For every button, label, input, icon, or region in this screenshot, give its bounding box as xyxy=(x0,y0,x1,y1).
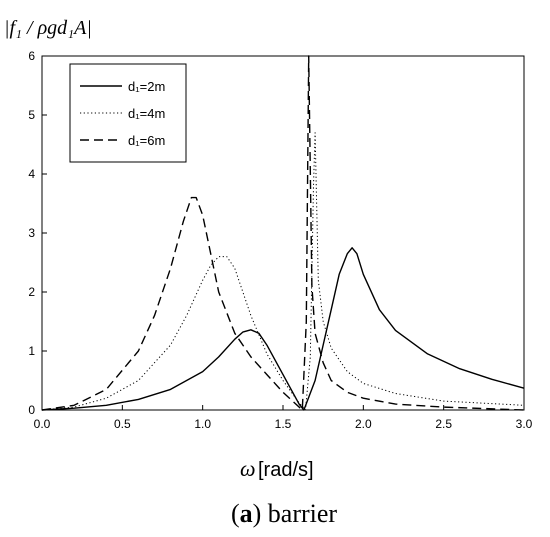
x-axis-title-unit: [rad/s] xyxy=(258,459,314,481)
series-line-2 xyxy=(41,132,525,411)
x-tick-label: 2.0 xyxy=(355,417,372,431)
y-tick-label: 3 xyxy=(28,226,35,240)
legend: d₁=2m d₁=4m d₁=6m xyxy=(69,63,187,163)
series-line-1 xyxy=(41,247,525,411)
caption-letter: a xyxy=(240,499,253,528)
caption: (a) barrier xyxy=(231,499,337,528)
series-line-3 xyxy=(41,55,525,411)
y-axis-label: |f₁ / ρgd₁A| xyxy=(4,17,92,39)
caption-text: (a) barrier xyxy=(231,499,337,528)
x-axis-label: ω [rad/s] xyxy=(240,456,314,481)
x-ticks: 0.0 0.5 1.0 1.5 2.0 2.5 3.0 xyxy=(34,405,533,431)
y-tick-label: 1 xyxy=(28,344,35,358)
x-tick-label: 0.0 xyxy=(34,417,51,431)
x-axis-title-symbol: ω xyxy=(240,456,256,481)
x-tick-label: 2.5 xyxy=(435,417,452,431)
legend-label-3: d₁=6m xyxy=(128,133,165,148)
x-tick-label: 1.0 xyxy=(194,417,211,431)
y-axis-title: |f₁ / ρgd₁A| xyxy=(4,17,92,39)
x-tick-label: 3.0 xyxy=(516,417,533,431)
y-tick-label: 5 xyxy=(28,108,35,122)
legend-label-2: d₁=4m xyxy=(128,106,165,121)
y-ticks: 0 1 2 3 4 5 6 xyxy=(28,49,47,417)
x-tick-label: 0.5 xyxy=(114,417,131,431)
legend-label-1: d₁=2m xyxy=(128,79,165,94)
x-tick-label: 1.5 xyxy=(275,417,292,431)
caption-word: barrier xyxy=(268,499,338,528)
y-tick-label: 6 xyxy=(28,49,35,63)
legend-box xyxy=(69,63,187,163)
y-tick-label: 0 xyxy=(28,403,35,417)
series-group xyxy=(41,55,525,411)
y-tick-label: 2 xyxy=(28,285,35,299)
y-tick-label: 4 xyxy=(28,167,35,181)
